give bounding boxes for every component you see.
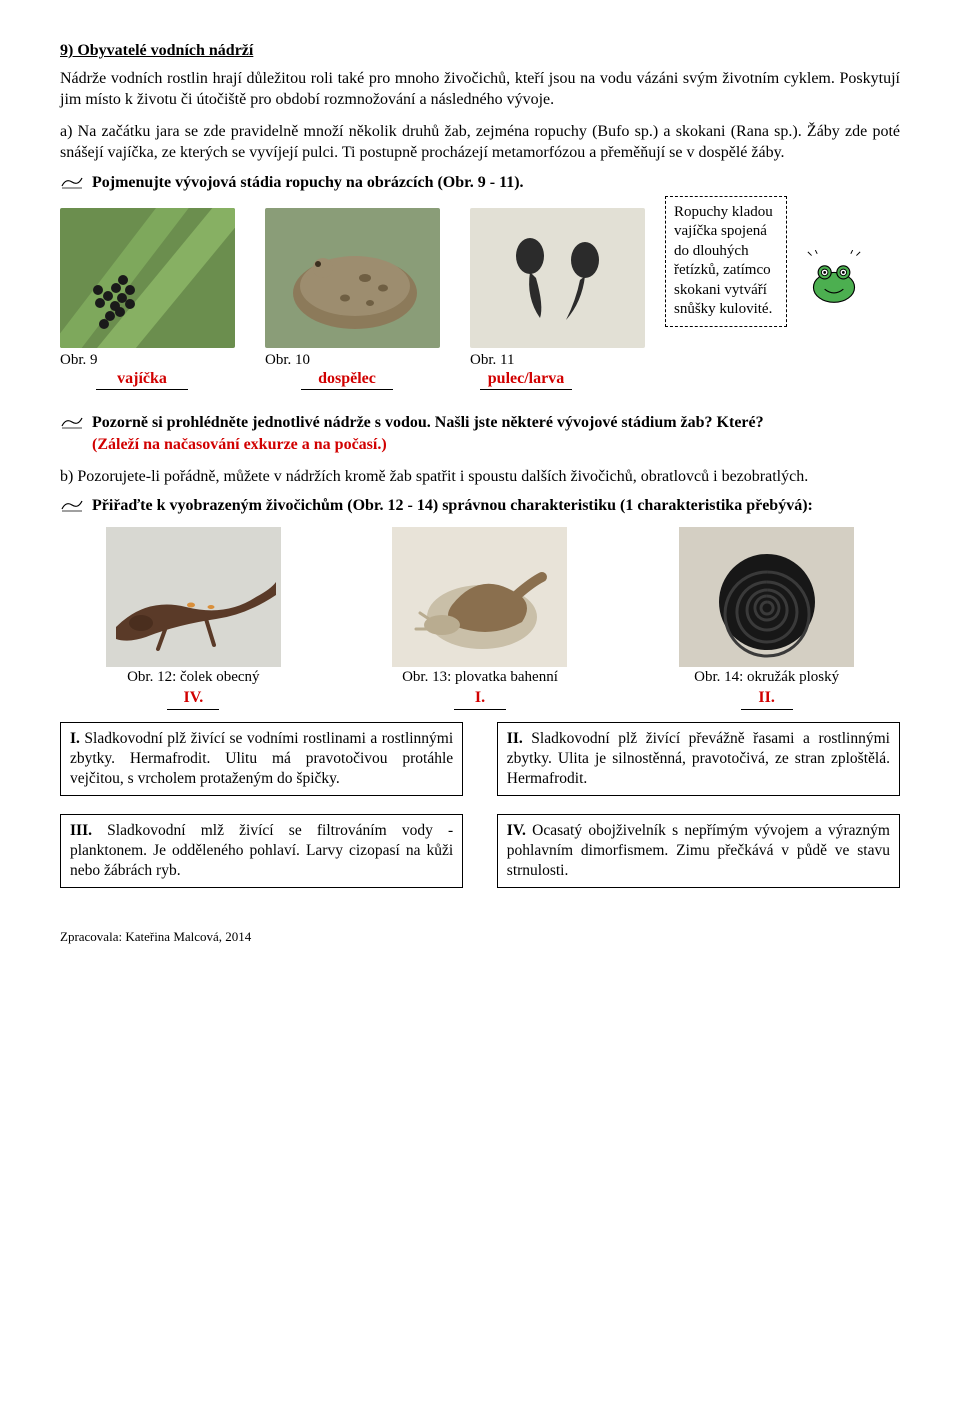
fig14-image [679, 527, 854, 667]
def-box-III: III. Sladkovodní mlž živící se filtrován… [60, 814, 463, 888]
figure-row-12-14: Obr. 12: čolek obecný IV. Obr. 13: plova… [60, 527, 900, 710]
fig13-image [392, 527, 567, 667]
fig9-answer[interactable]: vajíčka [96, 368, 188, 391]
fig13-answer[interactable]: I. [454, 687, 506, 710]
task3-text: Přiřaďte k vyobrazeným živočichům (Obr. … [92, 495, 900, 517]
fig10-caption: Obr. 10 [265, 350, 310, 370]
fig10-answer[interactable]: dospělec [301, 368, 393, 391]
ropuchy-sidebox: Ropuchy kladou vajíčka spojená do dlouhý… [665, 196, 787, 327]
fig12-caption: Obr. 12: čolek obecný [127, 667, 259, 687]
fig-12: Obr. 12: čolek obecný IV. [106, 527, 281, 710]
hand-write-icon [60, 412, 84, 430]
fig9-caption: Obr. 9 [60, 350, 98, 370]
def-box-II: II. Sladkovodní plž živící převážně řasa… [497, 722, 900, 796]
fig10-image [265, 208, 440, 348]
task2-ans: (Záleží na načasování exkurze a na počas… [92, 436, 387, 453]
def-box-IV: IV. Ocasatý obojživelník s nepřímým vývo… [497, 814, 900, 888]
footer: Zpracovala: Kateřina Malcová, 2014 [60, 928, 900, 946]
figure-row-9-11: Obr. 9 vajíčka [60, 208, 645, 391]
fig14-caption: Obr. 14: okružák ploský [694, 667, 839, 687]
fig-9: Obr. 9 vajíčka [60, 208, 235, 391]
fig13-caption: Obr. 13: plovatka bahenní [402, 667, 558, 687]
fig9-image [60, 208, 235, 348]
fig12-answer[interactable]: IV. [167, 687, 219, 710]
task2-q: Pozorně si prohlédněte jednotlivé nádrže… [92, 414, 764, 431]
task-2: Pozorně si prohlédněte jednotlivé nádrže… [60, 412, 900, 455]
section9-intro: Nádrže vodních rostlin hrají důležitou r… [60, 68, 900, 111]
definition-grid: I. Sladkovodní plž živící se vodními ros… [60, 722, 900, 889]
fig-11: Obr. 11 pulec/larva [470, 208, 645, 391]
fig11-caption: Obr. 11 [470, 350, 514, 370]
task-1: Pojmenujte vývojová stádia ropuchy na ob… [60, 172, 900, 194]
fig14-answer[interactable]: II. [741, 687, 793, 710]
fig11-image [470, 208, 645, 348]
fig-14: Obr. 14: okružák ploský II. [679, 527, 854, 710]
section-9-title: 9) Obyvatelé vodních nádrží [60, 40, 900, 62]
task2-text: Pozorně si prohlédněte jednotlivé nádrže… [92, 412, 900, 455]
fig-10: Obr. 10 dospělec [265, 208, 440, 391]
section9-para-a: a) Na začátku jara se zde pravidelně mno… [60, 121, 900, 164]
fig11-answer[interactable]: pulec/larva [480, 368, 572, 391]
section9-para-b: b) Pozorujete-li pořádně, můžete v nádrž… [60, 466, 900, 488]
fig-13: Obr. 13: plovatka bahenní I. [392, 527, 567, 710]
hand-write-icon [60, 172, 84, 190]
task-3: Přiřaďte k vyobrazeným živočichům (Obr. … [60, 495, 900, 517]
fig12-image [106, 527, 281, 667]
def-box-I: I. Sladkovodní plž živící se vodními ros… [60, 722, 463, 796]
hand-write-icon [60, 495, 84, 513]
task1-text: Pojmenujte vývojová stádia ropuchy na ob… [92, 172, 900, 194]
